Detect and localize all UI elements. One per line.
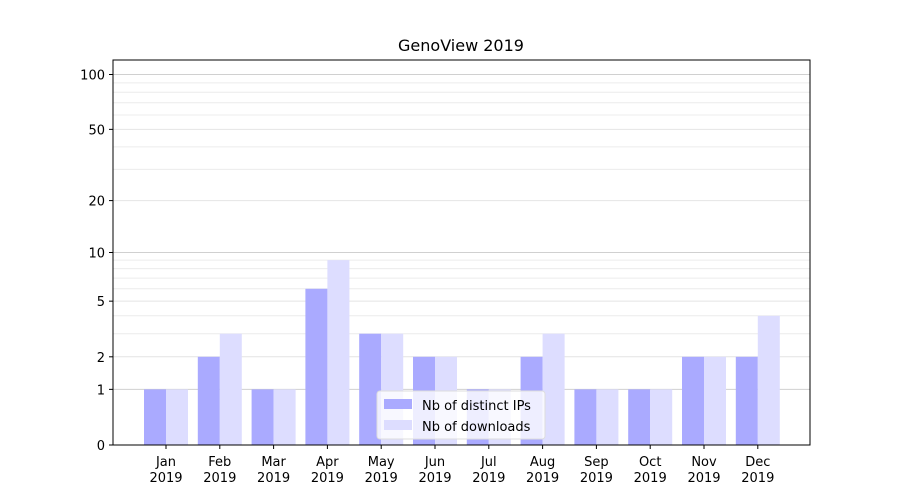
bar-downloads-dec: [757, 315, 780, 445]
legend-box: [376, 390, 546, 440]
y-tick-label: 0: [97, 439, 105, 454]
bar-distinct-ips-sep: [574, 389, 597, 445]
bar-distinct-ips-may: [359, 333, 382, 445]
y-tick-label: 50: [88, 123, 105, 138]
x-tick-label-month: Mar: [261, 455, 286, 470]
y-tick-label: 100: [80, 69, 105, 84]
grid-lines: [113, 74, 810, 390]
x-tick-label-month: Jun: [424, 455, 445, 470]
bar-distinct-ips-oct: [628, 389, 651, 445]
x-tick-label-month: Apr: [316, 455, 339, 470]
bar-distinct-ips-feb: [197, 356, 220, 445]
x-tick-label-year: 2019: [472, 471, 505, 486]
bar-downloads-jan: [166, 389, 188, 445]
y-tick-label: 10: [88, 247, 105, 262]
bar-distinct-ips-mar: [251, 389, 274, 445]
bar-downloads-apr: [327, 260, 350, 445]
x-tick-label-year: 2019: [203, 471, 236, 486]
bar-distinct-ips-jan: [144, 389, 166, 445]
legend: Nb of distinct IPs Nb of downloads: [376, 390, 546, 440]
bar-downloads-aug: [542, 333, 565, 445]
x-tick-label-month: Dec: [745, 455, 770, 470]
x-tick-label-year: 2019: [418, 471, 451, 486]
bar-downloads-oct: [650, 389, 673, 445]
x-tick-label-month: Jul: [480, 455, 497, 470]
bar-downloads-nov: [704, 356, 726, 445]
bar-downloads-feb: [219, 333, 242, 445]
x-tick-label-year: 2019: [580, 471, 613, 486]
legend-swatch: [384, 420, 412, 430]
x-tick-label-year: 2019: [741, 471, 774, 486]
chart-title: GenoView 2019: [398, 36, 524, 55]
x-tick-label-year: 2019: [149, 471, 182, 486]
y-tick-label: 20: [88, 195, 105, 210]
legend-label: Nb of downloads: [422, 420, 531, 435]
legend-label: Nb of distinct IPs: [422, 399, 531, 414]
x-tick-label-month: Oct: [639, 455, 661, 470]
bar-downloads-sep: [596, 389, 619, 445]
x-tick-label-year: 2019: [311, 471, 344, 486]
x-tick-label-year: 2019: [634, 471, 667, 486]
y-tick-label: 2: [97, 351, 105, 366]
x-tick-label-month: Aug: [530, 455, 555, 470]
bar-distinct-ips-dec: [735, 356, 758, 445]
y-tick-label: 1: [97, 383, 105, 398]
y-tick-label: 5: [97, 295, 105, 310]
x-tick-label-month: Jan: [155, 455, 176, 470]
bar-downloads-mar: [273, 389, 296, 445]
x-axis: Jan2019Feb2019Mar2019Apr2019May2019Jun20…: [149, 445, 774, 486]
x-tick-label-month: Nov: [691, 455, 717, 470]
bar-distinct-ips-apr: [305, 288, 328, 445]
bar-distinct-ips-nov: [682, 356, 704, 445]
y-axis: 0 1 2 5 10 20 50 100: [80, 69, 113, 454]
x-tick-label-year: 2019: [526, 471, 559, 486]
x-tick-label-month: May: [368, 455, 395, 470]
x-tick-label-month: Feb: [208, 455, 231, 470]
x-tick-label-month: Sep: [584, 455, 609, 470]
x-tick-label-year: 2019: [365, 471, 398, 486]
x-tick-label-year: 2019: [257, 471, 290, 486]
x-tick-label-year: 2019: [687, 471, 720, 486]
legend-swatch: [384, 399, 412, 409]
